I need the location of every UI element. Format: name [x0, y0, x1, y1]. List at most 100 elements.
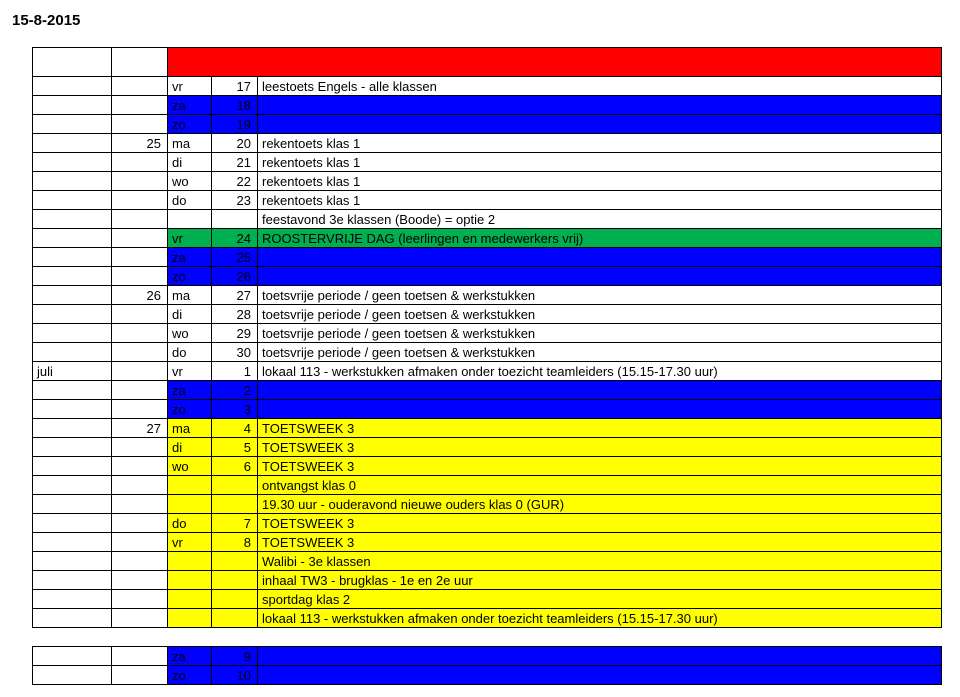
- cell-daynum: 19: [212, 115, 258, 134]
- cell-desc: leestoets Engels - alle klassen: [258, 77, 942, 96]
- cell-month: [33, 438, 112, 457]
- cell-desc: lokaal 113 - werkstukken afmaken onder t…: [258, 609, 942, 628]
- table-row: feestavond 3e klassen (Boode) = optie 2: [33, 210, 942, 229]
- table-row: zo19: [33, 115, 942, 134]
- cell-week: [112, 362, 168, 381]
- page-date: 15-8-2015: [12, 12, 948, 29]
- cell-daynum: [212, 571, 258, 590]
- cell-month: [33, 514, 112, 533]
- cell-day: ma: [168, 419, 212, 438]
- cell-day: vr: [168, 533, 212, 552]
- cell-week: [112, 267, 168, 286]
- table-row: julivr1lokaal 113 - werkstukken afmaken …: [33, 362, 942, 381]
- cell-week: [112, 495, 168, 514]
- cell-day: vr: [168, 229, 212, 248]
- cell-desc: [258, 666, 942, 685]
- cell-week: [112, 533, 168, 552]
- table-row: za18: [33, 96, 942, 115]
- cell-month: [33, 248, 112, 267]
- table-row: di28toetsvrije periode / geen toetsen & …: [33, 305, 942, 324]
- table-row: do30toetsvrije periode / geen toetsen & …: [33, 343, 942, 362]
- cell-week: [112, 666, 168, 685]
- cell-month: [33, 343, 112, 362]
- table-row: zo10: [33, 666, 942, 685]
- cell-desc: [258, 647, 942, 666]
- cell-daynum: 2: [212, 381, 258, 400]
- cell-desc: rekentoets klas 1: [258, 153, 942, 172]
- table-row: vr17leestoets Engels - alle klassen: [33, 77, 942, 96]
- table-row: za2: [33, 381, 942, 400]
- cell-week: [112, 96, 168, 115]
- cell-desc: toetsvrije periode / geen toetsen & werk…: [258, 343, 942, 362]
- cell-desc: lokaal 113 - werkstukken afmaken onder t…: [258, 362, 942, 381]
- cell-desc: rekentoets klas 1: [258, 134, 942, 153]
- cell-month: [33, 77, 112, 96]
- cell-week: [112, 229, 168, 248]
- cell-daynum: [212, 476, 258, 495]
- cell-day: [168, 609, 212, 628]
- table-row: di21rekentoets klas 1: [33, 153, 942, 172]
- cell-week: 25: [112, 134, 168, 153]
- table-row: di5TOETSWEEK 3: [33, 438, 942, 457]
- cell-day: za: [168, 381, 212, 400]
- cell-day: vr: [168, 362, 212, 381]
- cell-day: za: [168, 647, 212, 666]
- cell-daynum: 6: [212, 457, 258, 476]
- cell-desc: TOETSWEEK 3: [258, 514, 942, 533]
- cell-desc: sportdag klas 2: [258, 590, 942, 609]
- cell-month: [33, 172, 112, 191]
- cell-daynum: [212, 609, 258, 628]
- cell-daynum: 3: [212, 400, 258, 419]
- table-row: Walibi - 3e klassen: [33, 552, 942, 571]
- cell-month: [33, 419, 112, 438]
- cell-week: [112, 514, 168, 533]
- cell-daynum: 8: [212, 533, 258, 552]
- cell-month: [33, 191, 112, 210]
- cell-desc: [258, 381, 942, 400]
- cell-month: [33, 533, 112, 552]
- cell-week: [112, 457, 168, 476]
- cell-month: [33, 495, 112, 514]
- cell-month: [33, 153, 112, 172]
- cell-week: [112, 115, 168, 134]
- schedule-table-bottom: za9zo10: [32, 646, 942, 685]
- cell-day: [168, 571, 212, 590]
- table-row: 25ma20rekentoets klas 1: [33, 134, 942, 153]
- cell-day: zo: [168, 267, 212, 286]
- table-row: 27ma4TOETSWEEK 3: [33, 419, 942, 438]
- cell-month: [33, 305, 112, 324]
- cell-week: [112, 172, 168, 191]
- table-row: zo26: [33, 267, 942, 286]
- cell-month: [33, 324, 112, 343]
- cell-daynum: 23: [212, 191, 258, 210]
- table-row: 19.30 uur - ouderavond nieuwe ouders kla…: [33, 495, 942, 514]
- cell-day: di: [168, 305, 212, 324]
- table-row: wo22rekentoets klas 1: [33, 172, 942, 191]
- cell-daynum: 26: [212, 267, 258, 286]
- table-row: za25: [33, 248, 942, 267]
- cell-daynum: 17: [212, 77, 258, 96]
- cell-desc: TOETSWEEK 3: [258, 419, 942, 438]
- cell-month: [33, 115, 112, 134]
- cell-month: [33, 476, 112, 495]
- cell-daynum: 9: [212, 647, 258, 666]
- cell-daynum: 1: [212, 362, 258, 381]
- cell-month: [33, 229, 112, 248]
- cell-week: 27: [112, 419, 168, 438]
- cell-week: 26: [112, 286, 168, 305]
- cell-day: ma: [168, 286, 212, 305]
- cell-day: [168, 495, 212, 514]
- table-row: wo29toetsvrije periode / geen toetsen & …: [33, 324, 942, 343]
- cell-daynum: 4: [212, 419, 258, 438]
- header-red-row: [33, 48, 942, 77]
- cell-month: [33, 96, 112, 115]
- cell-day: [168, 476, 212, 495]
- table-row: do7TOETSWEEK 3: [33, 514, 942, 533]
- cell-week: [112, 552, 168, 571]
- table-row: zo3: [33, 400, 942, 419]
- cell-desc: [258, 248, 942, 267]
- cell-day: [168, 590, 212, 609]
- cell-day: zo: [168, 666, 212, 685]
- cell-desc: [258, 96, 942, 115]
- cell-daynum: 30: [212, 343, 258, 362]
